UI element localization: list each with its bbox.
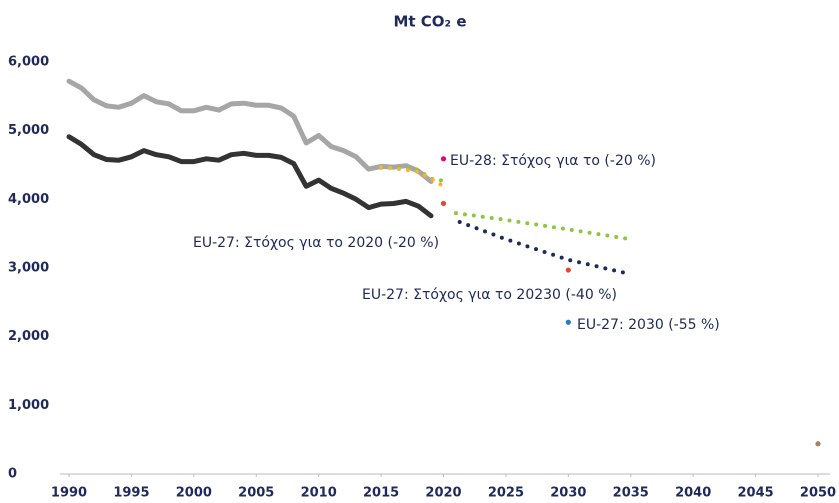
line xyxy=(66,134,434,219)
x-tick-label: 2025 xyxy=(488,486,524,501)
x-tick-label: 2005 xyxy=(238,486,274,501)
x-tick-label: 1990 xyxy=(51,486,87,501)
x-tick-label: 2015 xyxy=(363,486,399,501)
annotation: EU-27: Στόχος για το 20230 (-40 %) xyxy=(362,287,617,303)
y-tick-label: 1,000 xyxy=(8,398,49,413)
y-tick-label: 2,000 xyxy=(8,329,49,344)
y-tick-label: 6,000 xyxy=(8,55,49,70)
x-tick-label: 2050 xyxy=(800,486,836,501)
x-tick-label: 2040 xyxy=(675,486,711,501)
point xyxy=(565,267,571,273)
line xyxy=(66,78,434,184)
point xyxy=(440,156,447,162)
x-tick-label: 2030 xyxy=(550,486,586,501)
annotation: EU-27: Στόχος για το 2020 (-20 %) xyxy=(193,235,439,251)
chart-title: Mt CO₂ e xyxy=(393,13,466,31)
x-tick-label: 2035 xyxy=(613,486,649,501)
point xyxy=(565,319,571,325)
annotation: EU-27: 2030 (-55 %) xyxy=(577,317,720,333)
x-tick-label: 2000 xyxy=(176,486,212,501)
dotted-line xyxy=(457,220,633,277)
y-tick-label: 3,000 xyxy=(8,261,49,276)
x-tick-label: 2045 xyxy=(737,486,773,501)
x-tick-label: 2020 xyxy=(425,486,461,501)
dotted-line xyxy=(454,211,633,242)
x-tick-label: 1995 xyxy=(113,486,149,501)
x-tick-label: 2010 xyxy=(301,486,337,501)
point xyxy=(440,200,447,207)
point xyxy=(815,441,821,447)
y-tick-label: 4,000 xyxy=(8,192,49,207)
y-tick-label: 0 xyxy=(8,467,17,482)
annotation: EU-28: Στόχος για το (-20 %) xyxy=(450,153,656,169)
y-tick-label: 5,000 xyxy=(8,123,49,138)
dotted-line xyxy=(379,165,446,189)
